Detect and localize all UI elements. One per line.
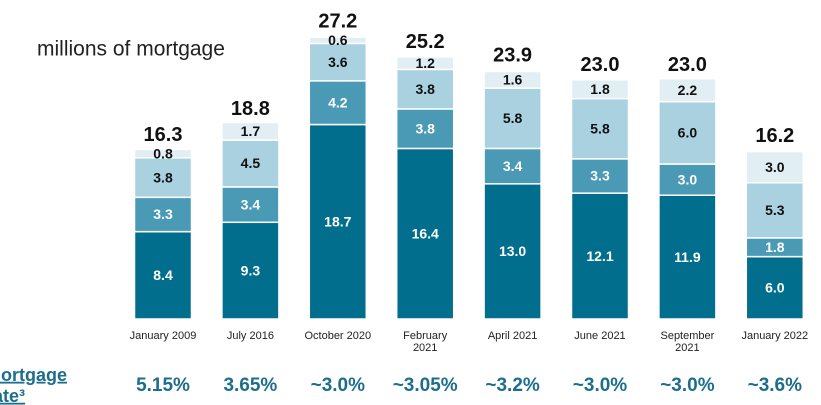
bar-segment xyxy=(395,108,455,150)
segment-label: 5.3 xyxy=(765,202,785,218)
bar-segment xyxy=(221,139,280,188)
rate: ~3.0% xyxy=(573,375,628,396)
bar-segment xyxy=(658,78,717,103)
bar-segment xyxy=(658,194,717,320)
bar-segment xyxy=(308,123,368,320)
rate: ~3.0% xyxy=(311,375,366,396)
bar-segment xyxy=(133,148,193,159)
segment-label: 8.4 xyxy=(153,267,173,283)
bar-segment xyxy=(133,157,193,199)
rate: ~3.0% xyxy=(660,375,715,396)
bar-segment xyxy=(745,255,805,320)
bar-segment xyxy=(483,87,542,150)
bar-segment xyxy=(483,70,542,89)
x-tick-label: February 2021 xyxy=(403,330,448,354)
segment-label: 2.2 xyxy=(678,82,698,98)
rate: 3.65% xyxy=(223,375,277,396)
bar-segment xyxy=(570,192,630,320)
total-label: 25.2 xyxy=(406,31,445,53)
segment-label: 3.0 xyxy=(678,171,698,187)
total-label: 18.8 xyxy=(231,98,270,120)
segment-label: 3.4 xyxy=(503,158,523,174)
bar-segment xyxy=(483,147,542,185)
segment-label: 3.3 xyxy=(590,168,610,184)
segment-label: 4.2 xyxy=(328,94,348,110)
segment-label: 3.3 xyxy=(153,206,173,222)
segment-label: 1.6 xyxy=(503,72,523,88)
segment-label: 1.2 xyxy=(415,55,435,71)
total-label: 16.2 xyxy=(755,125,794,147)
segment-label: 3.4 xyxy=(241,196,261,212)
total-label: 27.2 xyxy=(318,10,357,32)
total-label: 23.9 xyxy=(493,45,532,67)
segment-label: 11.9 xyxy=(674,249,701,265)
x-tick-label: January 2022 xyxy=(741,330,809,342)
segment-label: 16.4 xyxy=(412,225,439,241)
bar-segment xyxy=(221,121,280,141)
rate: 5.15% xyxy=(136,375,190,396)
segment-label: 3.0 xyxy=(765,159,785,175)
bar-segment xyxy=(308,80,368,126)
bar-segment xyxy=(221,186,280,224)
segment-label: 12.1 xyxy=(586,248,613,264)
x-tick-label: September 2021 xyxy=(660,330,715,354)
rate: ~3.6% xyxy=(748,375,803,396)
segment-label: 13.0 xyxy=(499,243,526,259)
subtitle: millions of mortgage xyxy=(37,38,225,61)
rate-label: Mortgage xyxy=(0,365,67,385)
segment-label: 6.0 xyxy=(678,125,698,141)
segment-label: 5.8 xyxy=(503,110,523,126)
x-tick-label: January 2009 xyxy=(129,330,197,342)
segment-label: 3.8 xyxy=(415,81,435,97)
segment-label: 4.5 xyxy=(241,155,261,171)
segment-label: 18.7 xyxy=(324,213,351,229)
total-label: 16.3 xyxy=(144,124,183,146)
bar-segment xyxy=(133,230,193,320)
bar-segment xyxy=(133,196,193,233)
segment-label: 1.8 xyxy=(590,81,610,97)
segment-label: 5.8 xyxy=(590,120,610,136)
bar-segment xyxy=(483,183,542,320)
total-label: 23.0 xyxy=(668,54,707,76)
rate: ~3.05% xyxy=(393,375,458,396)
segment-label: 3.8 xyxy=(153,169,173,185)
total-label: 23.0 xyxy=(581,54,620,76)
segment-label: 1.8 xyxy=(765,239,785,255)
bar-segment xyxy=(570,97,630,160)
segment-label: 0.8 xyxy=(153,145,173,161)
rate: ~3.2% xyxy=(485,375,540,396)
segment-label: 3.6 xyxy=(328,54,348,70)
segment-label: 9.3 xyxy=(241,262,261,278)
bar-segment xyxy=(745,150,805,184)
bar-segment xyxy=(395,56,455,71)
bar-segment xyxy=(308,42,368,82)
segment-label: 3.8 xyxy=(415,120,435,136)
rate-label: rate³ xyxy=(0,386,25,405)
segment-label: 6.0 xyxy=(765,280,785,296)
x-tick-label: April 2021 xyxy=(487,330,538,342)
bar-segment xyxy=(570,79,630,100)
bar-segment xyxy=(308,36,368,45)
x-tick-label: October 2020 xyxy=(304,330,372,342)
segment-label: 1.7 xyxy=(241,123,261,139)
x-tick-label: June 2021 xyxy=(574,330,626,342)
segment-label: 0.6 xyxy=(328,32,348,48)
x-tick-label: July 2016 xyxy=(226,330,274,342)
